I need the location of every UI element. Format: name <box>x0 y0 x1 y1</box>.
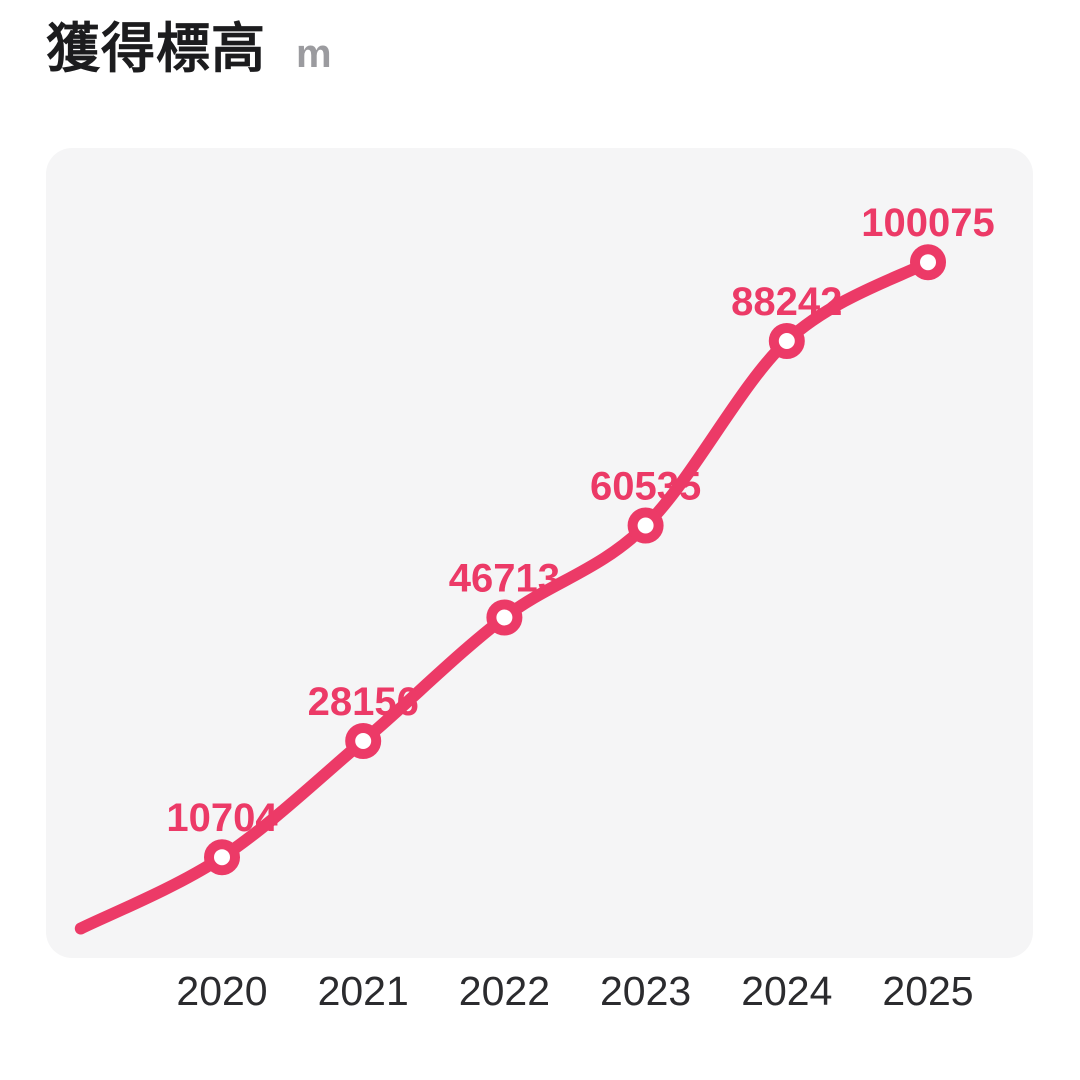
data-point-2021 <box>345 723 382 759</box>
data-label-2022: 46713 <box>449 557 560 601</box>
x-axis-label-2025: 2025 <box>882 968 974 1014</box>
x-axis-label-2024: 2024 <box>741 968 833 1014</box>
unit-label: m <box>296 32 332 76</box>
x-axis-label-2022: 2022 <box>458 968 550 1014</box>
data-point-2025 <box>910 244 946 281</box>
page-title: 獲得標高 <box>46 19 266 79</box>
data-point-2022 <box>486 599 523 636</box>
data-point-2020 <box>204 839 240 876</box>
x-axis-label-2023: 2023 <box>599 968 692 1014</box>
data-label-2021: 28156 <box>308 680 419 724</box>
data-label-2024: 88242 <box>731 280 842 324</box>
data-point-2023 <box>627 507 664 544</box>
data-label-2023: 60535 <box>590 465 701 509</box>
data-label-2025: 100075 <box>861 201 994 245</box>
elevation-line-chart: 10704 28156 46713 60535 88242 100075 <box>74 201 995 935</box>
data-label-2020: 10704 <box>166 796 278 840</box>
x-axis-label-2021: 2021 <box>317 968 409 1014</box>
data-point-2024 <box>768 323 805 359</box>
chart-card: 10704 28156 46713 60535 88242 100075 <box>46 148 1033 958</box>
x-axis: 2020 2021 2022 2023 2024 2025 <box>46 958 1033 1028</box>
x-axis-label-2020: 2020 <box>176 968 268 1014</box>
chart-header: 獲得標高 m <box>46 19 332 79</box>
